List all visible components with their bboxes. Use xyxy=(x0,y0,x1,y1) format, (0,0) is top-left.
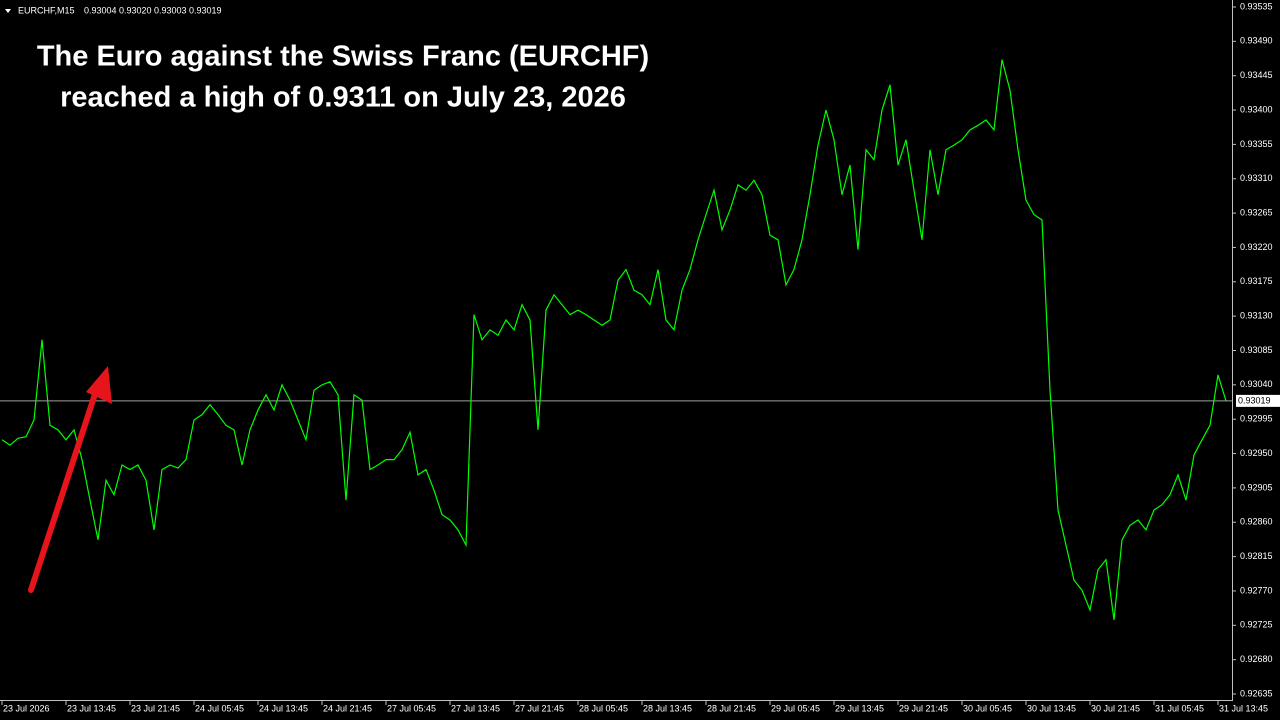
y-tick-label: 0.93130 xyxy=(1240,311,1273,321)
x-tick-label: 28 Jul 21:45 xyxy=(707,703,756,713)
x-tick-label: 24 Jul 13:45 xyxy=(259,703,308,713)
x-tick-label: 23 Jul 13:45 xyxy=(67,703,116,713)
y-tick-label: 0.92770 xyxy=(1240,585,1273,595)
y-tick-label: 0.92725 xyxy=(1240,620,1273,630)
x-tick-label: 23 Jul 21:45 xyxy=(131,703,180,713)
y-tick-label: 0.92860 xyxy=(1240,517,1273,527)
arrow-shaft xyxy=(28,382,101,593)
y-tick-label: 0.92905 xyxy=(1240,482,1273,492)
annotation-line: reached a high of 0.9311 on July 23, 202… xyxy=(60,82,626,114)
annotation-line: The Euro against the Swiss Franc (EURCHF… xyxy=(37,41,649,73)
y-tick-label: 0.93445 xyxy=(1240,70,1273,80)
y-tick-label: 0.92950 xyxy=(1240,448,1273,458)
arrow-head xyxy=(86,366,112,404)
x-tick-label: 31 Jul 05:45 xyxy=(1155,703,1204,713)
ohlc-open: 0.93004 xyxy=(84,5,117,15)
y-tick-label: 0.92995 xyxy=(1240,414,1273,424)
x-tick-label: 31 Jul 13:45 xyxy=(1219,703,1268,713)
x-tick-label: 30 Jul 13:45 xyxy=(1027,703,1076,713)
price-line xyxy=(1,59,1227,621)
current-price-label: 0.93019 xyxy=(1238,395,1271,405)
y-tick-label: 0.93310 xyxy=(1240,173,1273,183)
current-price-box xyxy=(1236,394,1280,407)
x-tick-label: 27 Jul 13:45 xyxy=(451,703,500,713)
x-tick-label: 24 Jul 21:45 xyxy=(323,703,372,713)
x-tick-label: 28 Jul 13:45 xyxy=(643,703,692,713)
y-tick-label: 0.93040 xyxy=(1240,379,1273,389)
ohlc-close: 0.93019 xyxy=(189,5,222,15)
x-tick-label: 29 Jul 13:45 xyxy=(835,703,884,713)
y-tick-label: 0.93085 xyxy=(1240,345,1273,355)
x-tick-label: 29 Jul 21:45 xyxy=(899,703,948,713)
x-tick-label: 30 Jul 21:45 xyxy=(1091,703,1140,713)
y-tick-label: 0.93220 xyxy=(1240,242,1273,252)
x-tick-label: 23 Jul 2026 xyxy=(3,703,50,713)
x-tick-label: 30 Jul 05:45 xyxy=(963,703,1012,713)
x-tick-label: 28 Jul 05:45 xyxy=(579,703,628,713)
y-tick-label: 0.92635 xyxy=(1240,688,1273,698)
x-tick-label: 29 Jul 05:45 xyxy=(771,703,820,713)
menu-triangle[interactable] xyxy=(5,9,11,13)
y-tick-label: 0.93400 xyxy=(1240,104,1273,114)
y-tick-label: 0.92815 xyxy=(1240,551,1273,561)
ohlc-high: 0.93020 xyxy=(119,5,152,15)
x-tick-label: 24 Jul 05:45 xyxy=(195,703,244,713)
y-tick-label: 0.93490 xyxy=(1240,36,1273,46)
y-tick-label: 0.93355 xyxy=(1240,139,1273,149)
y-tick-label: 0.93175 xyxy=(1240,276,1273,286)
ohlc-low: 0.93003 xyxy=(154,5,187,15)
x-tick-label: 27 Jul 21:45 xyxy=(515,703,564,713)
symbol: EURCHF,M15 xyxy=(18,5,75,15)
x-tick-label: 27 Jul 05:45 xyxy=(387,703,436,713)
plot xyxy=(0,59,1232,621)
y-tick-label: 0.93265 xyxy=(1240,207,1273,217)
y-tick-label: 0.92680 xyxy=(1240,654,1273,664)
y-tick-label: 0.93535 xyxy=(1240,1,1273,11)
